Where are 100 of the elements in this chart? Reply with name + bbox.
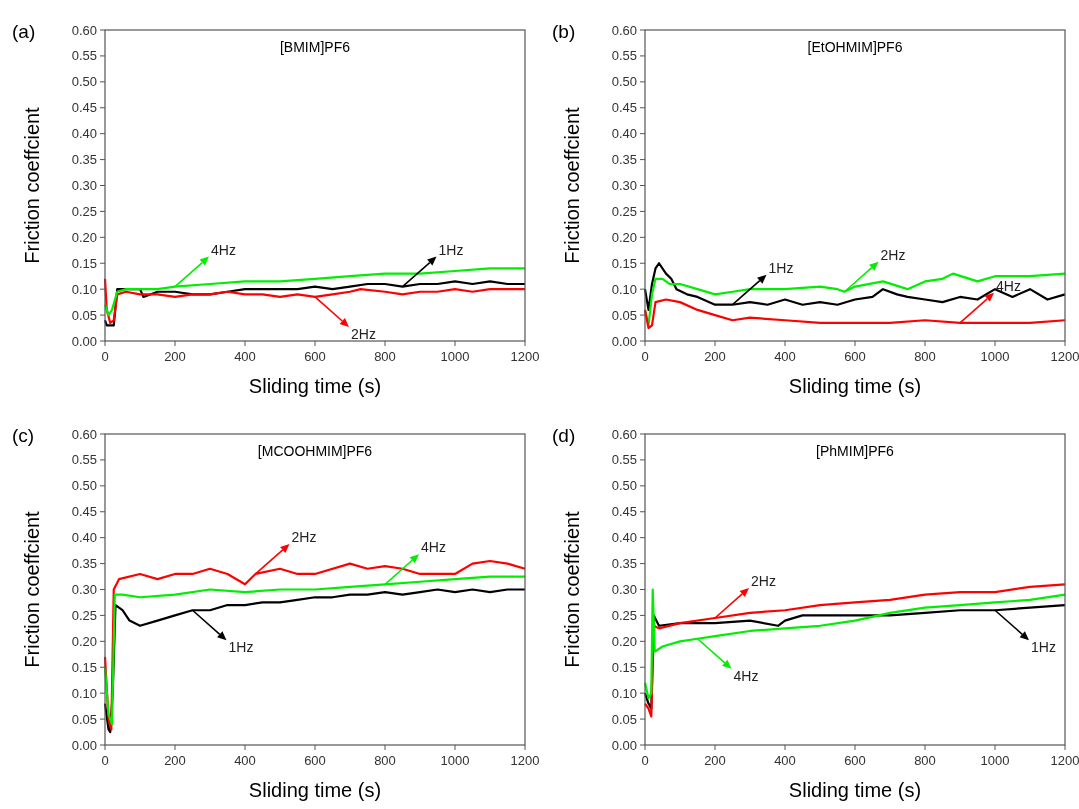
y-tick-label: 0.10 — [71, 685, 97, 701]
y-tick-label: 0.50 — [71, 74, 97, 90]
y-tick-label: 0.55 — [611, 48, 637, 64]
y-tick-label: 0.15 — [611, 255, 637, 271]
annotation: 2Hz — [880, 246, 906, 263]
y-tick-label: 0.20 — [71, 229, 97, 245]
x-tick-label: 800 — [374, 753, 396, 768]
y-tick-label: 0.25 — [611, 607, 637, 623]
annotation: 4Hz — [733, 667, 759, 684]
y-tick-label: 0.55 — [611, 452, 637, 468]
annotation: 2Hz — [291, 528, 317, 545]
x-tick-label: 600 — [844, 753, 866, 768]
x-tick-label: 1200 — [1050, 349, 1079, 364]
text: [PhMIM]PF6 — [816, 443, 895, 459]
y-axis-title: Friction coeffcient — [21, 510, 43, 668]
x-tick-label: 200 — [164, 753, 186, 768]
text: [BMIM]PF6 — [279, 39, 351, 55]
y-axis-title: Friction coeffcient — [21, 106, 43, 264]
y-tick-label: 0.00 — [611, 737, 637, 753]
y-tick-label: 0.10 — [611, 685, 637, 701]
y-tick-label: 0.40 — [71, 530, 97, 546]
y-tick-label: 0.40 — [611, 126, 637, 142]
x-tick-label: 0 — [101, 753, 109, 768]
x-tick-label: 400 — [234, 349, 256, 364]
annotation: 1Hz — [768, 259, 794, 276]
y-tick-label: 0.60 — [611, 22, 637, 38]
x-tick-label: 800 — [914, 753, 936, 768]
y-tick-label: 0.05 — [611, 307, 637, 323]
y-tick-label: 0.35 — [611, 556, 637, 572]
y-tick-label: 0.55 — [71, 48, 97, 64]
x-tick-label: 400 — [774, 349, 796, 364]
y-tick-label: 0.45 — [71, 100, 97, 116]
annotation: 4Hz — [996, 277, 1021, 294]
y-tick-label: 0.50 — [71, 478, 97, 494]
x-tick-label: 200 — [164, 349, 186, 364]
x-tick-label: 1000 — [440, 349, 470, 364]
x-tick-label: 1000 — [980, 349, 1010, 364]
x-tick-label: 1000 — [440, 753, 470, 768]
y-tick-label: 0.30 — [71, 178, 97, 194]
y-tick-label: 0.25 — [71, 203, 97, 219]
text: (c) — [12, 425, 35, 446]
y-tick-label: 0.50 — [611, 478, 637, 494]
y-tick-label: 0.15 — [71, 659, 97, 675]
x-tick-label: 200 — [704, 349, 726, 364]
x-axis-title: Sliding time (s) — [248, 375, 382, 397]
x-tick-label: 1200 — [510, 349, 540, 364]
x-tick-label: 800 — [914, 349, 936, 364]
text: (b) — [552, 21, 576, 42]
y-axis-title: Friction coeffcient — [561, 510, 583, 668]
x-tick-label: 400 — [234, 753, 256, 768]
x-tick-label: 600 — [844, 349, 866, 364]
y-tick-label: 0.20 — [611, 229, 637, 245]
x-axis-title: Sliding time (s) — [788, 779, 922, 801]
x-tick-label: 1200 — [1050, 753, 1079, 768]
y-tick-label: 0.60 — [611, 426, 637, 442]
y-tick-label: 0.10 — [611, 281, 637, 297]
x-tick-label: 200 — [704, 753, 726, 768]
y-tick-label: 0.20 — [71, 633, 97, 649]
annotation: 1Hz — [228, 639, 254, 656]
y-tick-label: 0.20 — [611, 633, 637, 649]
x-tick-label: 0 — [641, 349, 649, 364]
annotation: 1Hz — [1031, 639, 1056, 656]
text: [EtOHMIM]PF6 — [807, 39, 903, 55]
annotation: 2Hz — [751, 573, 776, 590]
y-tick-label: 0.30 — [71, 582, 97, 598]
y-tick-label: 0.35 — [71, 556, 97, 572]
y-tick-label: 0.50 — [611, 74, 637, 90]
x-tick-label: 1000 — [980, 753, 1010, 768]
y-tick-label: 0.00 — [71, 737, 97, 753]
y-tick-label: 0.60 — [71, 426, 97, 442]
y-tick-label: 0.05 — [611, 711, 637, 727]
y-tick-label: 0.30 — [611, 582, 637, 598]
x-tick-label: 1200 — [510, 753, 540, 768]
y-tick-label: 0.60 — [71, 22, 97, 38]
x-tick-label: 400 — [774, 753, 796, 768]
x-axis-title: Sliding time (s) — [248, 779, 382, 801]
y-tick-label: 0.35 — [71, 152, 97, 168]
y-tick-label: 0.15 — [71, 255, 97, 271]
annotation: 2Hz — [351, 325, 376, 342]
y-tick-label: 0.35 — [611, 152, 637, 168]
x-tick-label: 600 — [304, 753, 326, 768]
y-tick-label: 0.25 — [611, 203, 637, 219]
annotation: 1Hz — [438, 241, 464, 258]
x-tick-label: 0 — [101, 349, 109, 364]
y-tick-label: 0.15 — [611, 659, 637, 675]
y-tick-label: 0.10 — [71, 281, 97, 297]
y-tick-label: 0.40 — [611, 530, 637, 546]
y-tick-label: 0.45 — [71, 504, 97, 520]
text: (d) — [552, 425, 576, 446]
y-tick-label: 0.00 — [611, 333, 637, 349]
x-tick-label: 800 — [374, 349, 396, 364]
y-tick-label: 0.25 — [71, 607, 97, 623]
y-tick-label: 0.30 — [611, 178, 637, 194]
y-axis-title: Friction coeffcient — [561, 106, 583, 264]
annotation: 4Hz — [211, 241, 236, 258]
text: [MCOOHMIM]PF6 — [257, 443, 373, 459]
y-tick-label: 0.05 — [71, 711, 97, 727]
x-tick-label: 600 — [304, 349, 326, 364]
y-tick-label: 0.45 — [611, 504, 637, 520]
x-tick-label: 0 — [641, 753, 649, 768]
